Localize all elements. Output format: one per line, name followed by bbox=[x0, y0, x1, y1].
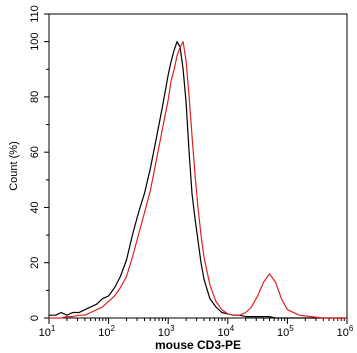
x-tick-exponent: 2 bbox=[110, 324, 115, 333]
y-tick-label: 110 bbox=[29, 5, 41, 23]
series-layer bbox=[49, 40, 347, 319]
x-tick-label: 106 bbox=[337, 324, 354, 339]
x-tick-base: 10 bbox=[337, 327, 349, 339]
x-axis: 101 102 103 104 105 106 bbox=[39, 318, 354, 339]
y-tick-label: 100 bbox=[29, 32, 41, 50]
y-tick-label: 0 bbox=[29, 315, 41, 321]
plot-border bbox=[48, 13, 348, 319]
x-axis-label: mouse CD3-PE bbox=[155, 338, 241, 352]
x-tick-exponent: 4 bbox=[230, 324, 235, 333]
x-tick-label: 104 bbox=[217, 324, 234, 339]
x-tick-label: 101 bbox=[39, 324, 56, 339]
x-tick-label: 105 bbox=[277, 324, 294, 339]
x-tick-base: 10 bbox=[158, 327, 170, 339]
series-line-1 bbox=[49, 40, 347, 319]
series-line-2 bbox=[49, 40, 347, 319]
y-tick-label: 80 bbox=[29, 91, 41, 103]
y-tick-label: 60 bbox=[29, 146, 41, 158]
x-tick-exponent: 6 bbox=[349, 324, 354, 333]
x-tick-exponent: 5 bbox=[289, 324, 294, 333]
x-tick-base: 10 bbox=[98, 327, 110, 339]
plot-frame bbox=[48, 13, 348, 319]
x-tick-base: 10 bbox=[39, 327, 51, 339]
x-tick-exponent: 3 bbox=[170, 324, 175, 333]
x-tick-base: 10 bbox=[217, 327, 229, 339]
y-axis-label: Count (%) bbox=[8, 141, 20, 191]
y-axis: 0 20 40 60 80 100 110 bbox=[29, 5, 49, 321]
x-tick-label: 102 bbox=[98, 324, 115, 339]
y-tick-label: 40 bbox=[29, 201, 41, 213]
x-tick-base: 10 bbox=[277, 327, 289, 339]
x-tick-exponent: 1 bbox=[51, 324, 56, 333]
x-tick-label: 103 bbox=[158, 324, 175, 339]
y-tick-label: 20 bbox=[29, 257, 41, 269]
